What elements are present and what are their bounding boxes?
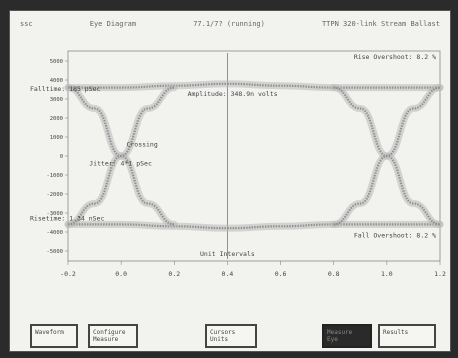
status-bar: ssc Eye Diagram 77.1/7? (running) TTPN 3… bbox=[20, 17, 440, 31]
y-tick-label: 0 bbox=[60, 154, 63, 160]
x-tick-label: -0.2 bbox=[60, 270, 76, 278]
eye-trace bbox=[68, 223, 440, 230]
rise-overshoot-readout: Rise Overshoot: 8.2 % bbox=[354, 53, 436, 61]
x-tick-label: 1.0 bbox=[381, 270, 393, 278]
y-tick-label: -3000 bbox=[46, 211, 63, 217]
x-tick-label: 0.6 bbox=[275, 270, 287, 278]
x-tick-label: 0.8 bbox=[328, 270, 340, 278]
x-tick-label: 0.0 bbox=[115, 270, 127, 278]
softkey-label: Measure bbox=[327, 329, 353, 336]
eye-trace bbox=[67, 86, 175, 226]
fall-overshoot-readout: Fall Overshoot: 8.2 % bbox=[354, 232, 436, 240]
y-tick-label: -1000 bbox=[46, 173, 63, 179]
crossing-label: Crossing bbox=[126, 141, 157, 149]
x-tick-label: 0.2 bbox=[168, 270, 180, 278]
y-tick-label: 5000 bbox=[50, 59, 63, 65]
softkey-label: Cursors bbox=[210, 329, 236, 336]
y-tick-label: -4000 bbox=[46, 230, 63, 236]
softkey-label: Configure bbox=[93, 329, 126, 336]
risetime-readout: Risetime: 1.34 nSec bbox=[30, 215, 104, 223]
x-tick-label: 0.4 bbox=[222, 270, 234, 278]
softkey-label: Waveform bbox=[35, 329, 64, 336]
softkey-3[interactable]: Cursors Units bbox=[205, 324, 257, 348]
softkey-label: Measure bbox=[93, 336, 119, 343]
softkey-5[interactable]: Results bbox=[378, 324, 436, 348]
display-title: Eye Diagram bbox=[89, 20, 137, 28]
x-axis-label: Unit Intervals bbox=[200, 250, 255, 258]
status-left: ssc bbox=[20, 20, 33, 28]
y-tick-label: -5000 bbox=[46, 249, 63, 255]
y-tick-label: 1000 bbox=[50, 135, 63, 141]
status-right: TTPN 320-link Stream Ballast bbox=[321, 20, 440, 28]
softkey-4[interactable]: Measure Eye bbox=[322, 324, 372, 348]
instrument-screen: ssc Eye Diagram 77.1/7? (running) TTPN 3… bbox=[9, 10, 451, 352]
y-tick-label: 3000 bbox=[50, 97, 63, 103]
softkey-label: Eye bbox=[327, 336, 338, 343]
softkey-bar: Waveform Configure Measure Cursors Units Meas… bbox=[10, 316, 450, 348]
y-tick-label: 2000 bbox=[50, 116, 63, 122]
eye-diagram-plot: 5000 4000 3000 2000 1000 0 -1000 -2000 -3000 -400… bbox=[30, 50, 446, 278]
eye-trace bbox=[67, 82, 440, 89]
acquisition-state: 77.1/7? (running) bbox=[193, 20, 265, 28]
jitter-readout: Jitter: 4*1 pSec bbox=[89, 160, 152, 168]
eye-trace bbox=[333, 86, 441, 226]
falltime-readout: Falltime: 185 pSec bbox=[30, 85, 101, 93]
x-tick-label: 1.2 bbox=[434, 270, 446, 278]
y-tick-label: -2000 bbox=[46, 192, 63, 198]
y-tick-label: 4000 bbox=[50, 78, 63, 84]
softkey-1[interactable]: Waveform bbox=[30, 324, 78, 348]
softkey-label: Results bbox=[383, 329, 409, 336]
softkey-label: Units bbox=[210, 336, 229, 343]
softkey-2[interactable]: Configure Measure bbox=[88, 324, 138, 348]
amplitude-readout: Amplitude: 348.9n volts bbox=[188, 90, 278, 98]
